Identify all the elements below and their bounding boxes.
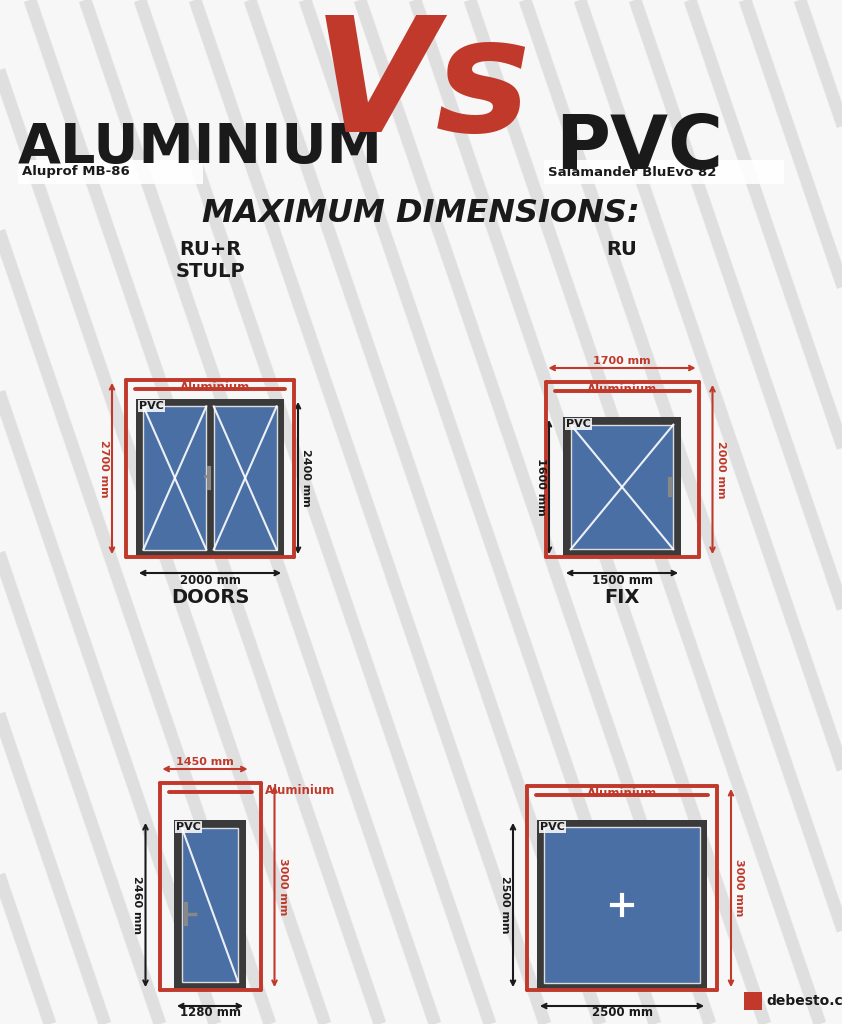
Text: Aluprof MB-86: Aluprof MB-86 — [22, 166, 130, 178]
Text: 2400 mm: 2400 mm — [301, 450, 311, 507]
Bar — [544, 160, 784, 184]
Text: 1500 mm: 1500 mm — [591, 573, 653, 587]
Text: 3000 mm: 3000 mm — [278, 858, 287, 915]
Text: 2700 mm: 2700 mm — [99, 439, 109, 498]
Bar — [537, 820, 707, 990]
Text: Aluminium: Aluminium — [587, 787, 657, 800]
Bar — [744, 992, 762, 1010]
Text: Vs: Vs — [312, 10, 531, 166]
Text: 2460 mm: 2460 mm — [132, 876, 142, 934]
Text: 1450 mm: 1450 mm — [176, 757, 234, 767]
Text: PVC: PVC — [139, 401, 164, 411]
Text: 1700 mm: 1700 mm — [593, 356, 651, 366]
Text: PVC: PVC — [566, 419, 591, 429]
Bar — [18, 160, 203, 184]
Bar — [214, 407, 277, 550]
Bar — [136, 399, 284, 557]
Text: RU: RU — [606, 240, 637, 259]
Text: PVC: PVC — [176, 822, 201, 831]
Text: RU+R
STULP: RU+R STULP — [175, 240, 245, 281]
Text: 2000 mm: 2000 mm — [179, 573, 241, 587]
Bar — [571, 425, 674, 549]
Text: Aluminium: Aluminium — [587, 383, 657, 396]
Text: 2500 mm: 2500 mm — [500, 877, 510, 934]
Bar — [182, 828, 238, 982]
Bar — [143, 407, 206, 550]
Text: Aluminium: Aluminium — [264, 784, 335, 797]
Bar — [174, 820, 246, 990]
Text: 1600 mm: 1600 mm — [536, 458, 546, 516]
Text: ALUMINIUM: ALUMINIUM — [18, 121, 383, 175]
Bar — [544, 826, 701, 983]
Text: debesto.com: debesto.com — [766, 994, 842, 1008]
Text: Salamander BluEvo 82: Salamander BluEvo 82 — [548, 166, 717, 178]
Text: 3000 mm: 3000 mm — [734, 859, 744, 916]
Text: 1280 mm: 1280 mm — [179, 1007, 241, 1020]
Text: Aluminium: Aluminium — [180, 381, 250, 394]
Text: 2500 mm: 2500 mm — [591, 1007, 653, 1020]
Text: PVC: PVC — [555, 112, 723, 184]
Bar — [563, 417, 681, 557]
Text: 2000 mm: 2000 mm — [716, 440, 726, 499]
Text: FIX: FIX — [605, 588, 640, 607]
Text: PVC: PVC — [540, 822, 565, 831]
Text: DOORS: DOORS — [171, 588, 249, 607]
Text: MAXIMUM DIMENSIONS:: MAXIMUM DIMENSIONS: — [202, 199, 640, 229]
